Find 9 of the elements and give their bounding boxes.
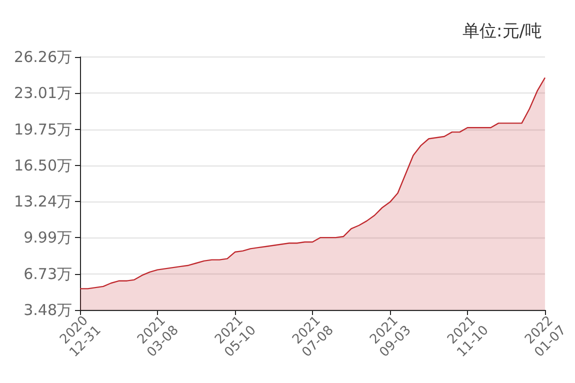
y-tick-label: 19.75万 bbox=[14, 120, 72, 138]
y-tick-label: 9.99万 bbox=[24, 228, 72, 247]
chart-title: 单位:元/吨 bbox=[462, 22, 542, 42]
y-tick-label: 3.48万 bbox=[24, 301, 72, 319]
y-tick-label: 6.73万 bbox=[24, 264, 72, 283]
y-tick-label: 26.26万 bbox=[14, 48, 72, 66]
y-tick-label: 23.01万 bbox=[14, 84, 72, 102]
y-tick-label: 13.24万 bbox=[14, 192, 72, 211]
y-tick-label: 16.50万 bbox=[14, 156, 72, 174]
